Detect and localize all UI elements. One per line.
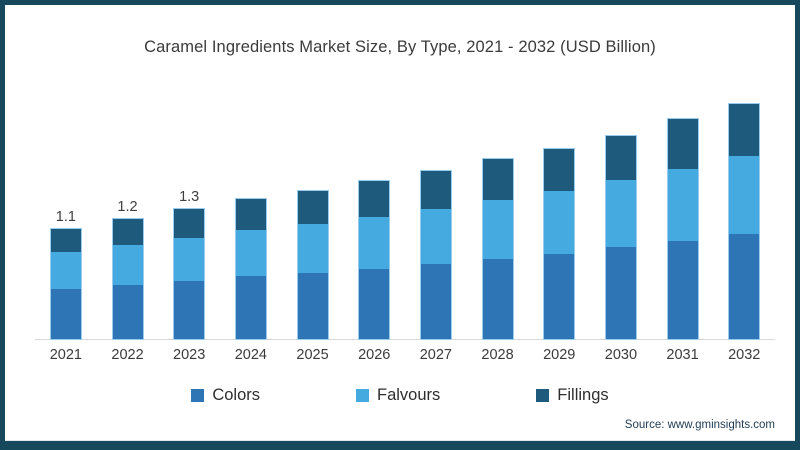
x-tick-2027: 2027	[419, 347, 452, 363]
bar-2026	[358, 180, 391, 340]
bar-2021	[49, 228, 82, 340]
x-tick-2025: 2025	[296, 347, 329, 363]
bar-segment-colors-2026	[359, 269, 390, 339]
legend-swatch-icon	[536, 389, 550, 402]
x-tick-2030: 2030	[604, 347, 638, 363]
legend-item-fillings: Fillings	[536, 386, 609, 405]
bar-2024	[234, 198, 267, 340]
legend-item-falvours: Falvours	[356, 386, 440, 405]
bar-segment-falvours-2029	[544, 191, 575, 254]
bar-total-label-2021: 1.1	[55, 208, 76, 225]
bar-segment-falvours-2030	[605, 180, 636, 247]
bar-segment-fillings-2031	[667, 119, 698, 169]
bar-segment-colors-2029	[544, 254, 575, 339]
bar-2031	[666, 118, 699, 340]
plot-area: 1.1 1.2 1.3	[35, 98, 775, 340]
bar-column-2029	[528, 148, 590, 340]
bar-column-2030	[590, 135, 652, 340]
x-tick-2031: 2031	[666, 347, 699, 363]
bar-column-2031	[652, 118, 714, 340]
x-tick-2029: 2029	[543, 347, 576, 363]
bar-segment-fillings-2030	[605, 136, 636, 180]
bar-2023	[173, 208, 206, 340]
bar-segment-colors-2028	[482, 259, 513, 339]
bar-segment-fillings-2028	[482, 159, 513, 200]
source-note: Source: www.gminsights.com	[624, 419, 775, 431]
bar-segment-falvours-2023	[174, 238, 205, 281]
legend-swatch-icon	[356, 389, 370, 402]
bar-segment-colors-2024	[235, 276, 266, 339]
bar-segment-falvours-2024	[235, 230, 266, 276]
bar-segment-colors-2027	[420, 264, 451, 339]
bar-segment-fillings-2026	[359, 181, 390, 217]
x-tick-2021: 2021	[49, 347, 82, 363]
bar-segment-falvours-2021	[50, 252, 81, 289]
legend-label: Fillings	[557, 386, 609, 404]
bar-column-2024	[220, 198, 282, 340]
legend-label: Colors	[212, 386, 261, 404]
bar-segment-falvours-2026	[359, 217, 390, 269]
bar-column-2022: 1.2	[97, 198, 159, 340]
bar-2029	[543, 148, 576, 340]
bar-total-label-2022: 1.2	[117, 198, 138, 215]
bar-2025	[296, 190, 329, 340]
chart-title: Caramel Ingredients Market Size, By Type…	[144, 38, 656, 56]
bar-segment-fillings-2032	[729, 104, 760, 156]
x-tick-2024: 2024	[234, 347, 267, 363]
bar-segment-colors-2030	[605, 247, 636, 339]
bar-2027	[419, 170, 452, 340]
bar-segment-colors-2025	[297, 273, 328, 339]
bar-segment-fillings-2027	[420, 171, 451, 209]
bar-column-2023: 1.3	[158, 188, 220, 340]
x-axis-labels: 2021 2022 2023 2024 2025 2026 2027 2028 2029 2030…	[35, 347, 775, 363]
x-tick-2023: 2023	[173, 347, 206, 363]
bar-segment-falvours-2027	[420, 209, 451, 264]
bar-segment-fillings-2021	[50, 229, 81, 252]
bar-column-2026	[343, 180, 405, 340]
legend: Colors Falvours Fillings	[5, 386, 795, 405]
legend-swatch-icon	[191, 389, 205, 402]
bar-segment-fillings-2022	[112, 219, 143, 245]
bar-column-2021: 1.1	[35, 208, 97, 340]
bar-segment-falvours-2022	[112, 245, 143, 285]
bar-column-2027	[405, 170, 467, 340]
bar-segment-colors-2023	[174, 281, 205, 339]
bar-segment-colors-2022	[112, 285, 143, 339]
legend-item-colors: Colors	[191, 386, 260, 405]
x-tick-2022: 2022	[111, 347, 144, 363]
bar-segment-falvours-2025	[297, 224, 328, 273]
bar-2028	[481, 158, 514, 340]
bar-segment-colors-2031	[667, 241, 698, 339]
bar-2022	[111, 218, 144, 340]
bar-total-label-2023: 1.3	[179, 188, 200, 205]
legend-label: Falvours	[377, 386, 441, 404]
bar-segment-fillings-2024	[235, 199, 266, 230]
bar-segment-falvours-2028	[482, 200, 513, 259]
x-tick-2026: 2026	[358, 347, 391, 363]
bar-segment-fillings-2029	[544, 149, 575, 191]
x-tick-2028: 2028	[481, 347, 514, 363]
bar-column-2025	[282, 190, 344, 340]
bar-segment-fillings-2025	[297, 191, 328, 224]
bar-column-2028	[467, 158, 529, 340]
bar-segment-fillings-2023	[174, 209, 205, 238]
bar-2032	[728, 103, 761, 340]
bar-segment-falvours-2031	[667, 169, 698, 241]
bar-segment-colors-2032	[729, 234, 760, 339]
bar-column-2032	[713, 103, 775, 340]
bar-2030	[604, 135, 637, 340]
bar-segment-colors-2021	[50, 289, 81, 339]
x-tick-2032: 2032	[728, 347, 761, 363]
bar-segment-falvours-2032	[729, 156, 760, 234]
